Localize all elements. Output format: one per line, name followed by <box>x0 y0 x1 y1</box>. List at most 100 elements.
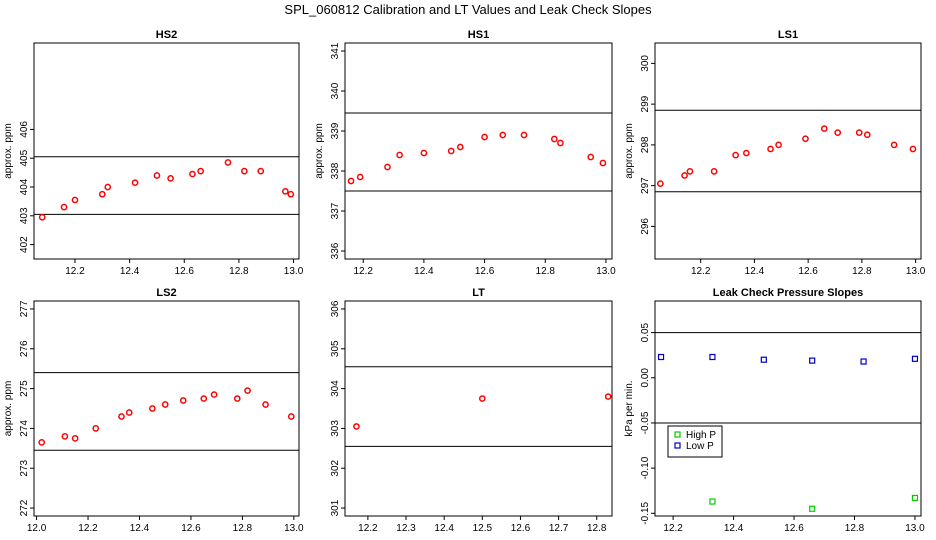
data-point <box>657 180 664 187</box>
data-point <box>38 213 46 221</box>
data-point <box>244 387 251 394</box>
data-point <box>911 355 919 362</box>
data-point <box>38 438 46 446</box>
x-tick-label: 13.0 <box>284 523 304 534</box>
x-tick-label: 12.8 <box>229 266 249 277</box>
y-tick-label: 402 <box>19 236 30 253</box>
data-point <box>478 395 486 402</box>
y-axis-label: approx. ppm <box>314 123 325 179</box>
y-tick-label: 337 <box>330 202 341 219</box>
data-point <box>131 179 139 187</box>
data-point <box>384 163 391 171</box>
data-point <box>520 131 528 139</box>
y-tick-label: 338 <box>330 162 341 179</box>
panel-title: LS1 <box>778 29 798 41</box>
data-point <box>281 187 289 195</box>
y-axis-label: kPa per min. <box>624 380 635 436</box>
data-point <box>809 357 816 364</box>
x-tick-label: 12.8 <box>536 266 556 277</box>
data-point <box>681 172 688 179</box>
x-tick-label: 12.7 <box>549 523 569 534</box>
y-tick-label: 274 <box>19 420 30 437</box>
x-tick-label: 12.4 <box>120 266 140 277</box>
legend-swatch <box>674 442 681 449</box>
x-tick-label: 12.2 <box>353 266 373 277</box>
plot-frame <box>654 42 922 260</box>
data-point <box>863 131 871 139</box>
x-tick-label: 12.8 <box>845 523 865 534</box>
data-point <box>98 190 106 198</box>
legend-label: High P <box>686 430 716 441</box>
data-point <box>197 167 204 175</box>
data-point <box>499 131 507 139</box>
x-tick-label: 12.4 <box>434 523 454 534</box>
x-tick-label: 12.4 <box>745 266 765 277</box>
x-tick-label: 12.6 <box>798 266 818 277</box>
x-tick-label: 13.0 <box>284 266 304 277</box>
x-tick-label: 12.6 <box>181 523 201 534</box>
x-tick-label: 12.2 <box>78 523 98 534</box>
data-point <box>61 433 69 440</box>
y-tick-label: 406 <box>19 121 30 138</box>
panel-title: Leak Check Pressure Slopes <box>713 287 863 299</box>
data-point <box>809 505 816 512</box>
y-tick-label: 340 <box>330 82 341 99</box>
x-tick-label: 12.2 <box>663 523 683 534</box>
y-tick-label: 298 <box>640 136 651 153</box>
y-tick-label: 277 <box>19 300 30 317</box>
panel-title: LT <box>472 287 485 299</box>
y-tick-label: 405 <box>19 149 30 166</box>
data-point <box>347 177 355 185</box>
data-point <box>909 145 917 153</box>
panel-6: Leak Check Pressure Slopes 12.2 12.4 12.6 12… <box>624 287 925 534</box>
y-tick-label: -0.05 <box>640 411 651 434</box>
data-point <box>167 175 174 182</box>
legend-label: Low P <box>686 441 714 452</box>
panel-5: LT 12.2 12.3 12.4 12.5 12.6 12.7 12.8 301 302 303 3… <box>330 287 613 534</box>
data-point <box>709 353 716 361</box>
data-point <box>587 153 595 161</box>
x-tick-label: 12.0 <box>27 523 47 534</box>
y-tick-label: 341 <box>330 42 341 59</box>
data-point <box>890 141 898 149</box>
x-tick-label: 12.8 <box>852 266 872 277</box>
y-tick-label: 336 <box>330 242 341 259</box>
panel-4: LS2 12.0 12.2 12.4 12.6 12.8 13.0 272 273 274 275 2… <box>3 287 304 534</box>
y-axis-label: approx. ppm <box>624 123 635 179</box>
data-point <box>820 125 828 132</box>
data-point <box>210 391 218 398</box>
y-tick-label: 339 <box>330 122 341 139</box>
data-point <box>92 425 100 432</box>
panel-title: LS2 <box>156 287 176 299</box>
x-tick-label: 12.6 <box>175 266 195 277</box>
panel-1: HS2 12.2 12.4 12.6 12.8 13.0 402 403 404 405 406 ap… <box>3 29 304 277</box>
data-point <box>189 170 196 178</box>
y-tick-label: 297 <box>640 177 651 194</box>
data-point <box>200 395 208 402</box>
y-tick-label: 273 <box>19 459 30 476</box>
data-point <box>775 141 782 149</box>
data-point <box>287 190 295 198</box>
x-tick-label: 13.0 <box>596 266 616 277</box>
data-point <box>287 413 295 420</box>
data-point <box>153 172 161 179</box>
data-point <box>710 168 718 175</box>
data-point <box>125 409 133 416</box>
data-point <box>71 435 79 442</box>
data-point <box>148 405 156 412</box>
plot-frame <box>654 300 922 517</box>
panel-title: HS1 <box>468 29 489 41</box>
x-tick-label: 12.6 <box>511 523 531 534</box>
data-point <box>860 358 867 365</box>
data-point <box>657 353 665 361</box>
y-tick-label: 272 <box>19 499 30 516</box>
figure-title: SPL_060812 Calibration and LT Values and… <box>284 2 652 17</box>
data-point <box>104 183 112 191</box>
x-tick-label: 12.4 <box>130 523 150 534</box>
data-point <box>447 147 455 155</box>
data-point <box>743 149 750 157</box>
data-point <box>481 133 488 141</box>
plot-frame <box>344 300 613 517</box>
y-tick-label: 306 <box>330 300 341 317</box>
